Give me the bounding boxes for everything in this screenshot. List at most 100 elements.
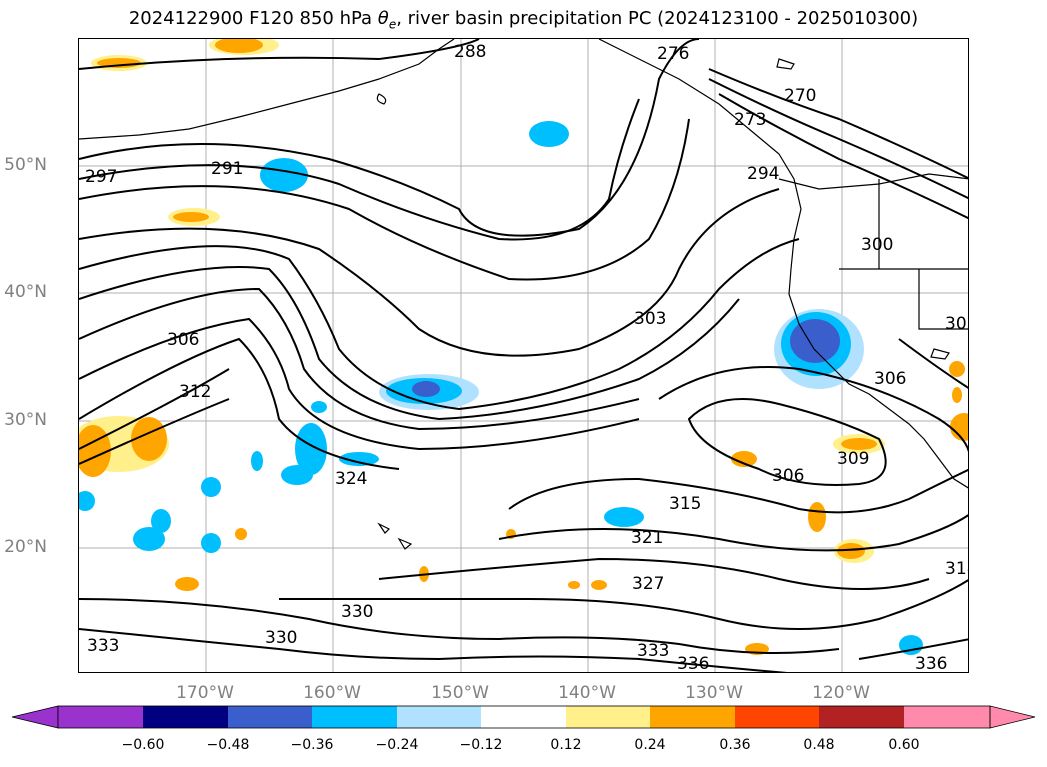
precip-blob — [201, 477, 221, 497]
lon-label-160w: 160°W — [303, 683, 361, 703]
lat-label-30n: 30°N — [4, 410, 47, 430]
contour-label: 306 — [874, 369, 906, 389]
contour-line — [508, 468, 968, 514]
precip-blob — [201, 533, 221, 553]
contour-line — [79, 238, 800, 411]
colorbar-swatch — [566, 706, 650, 728]
contour-line — [79, 628, 788, 672]
precip-blob — [133, 527, 165, 551]
contour-line — [79, 368, 230, 450]
colorbar-tick-label: −0.12 — [459, 737, 503, 753]
contour-label: 306 — [772, 466, 804, 486]
contour-line — [279, 579, 968, 630]
contour-label: 327 — [632, 574, 664, 594]
contour-line — [79, 287, 640, 431]
contour-line — [708, 78, 968, 200]
state-borders — [839, 179, 968, 330]
contour-line — [79, 188, 780, 357]
contour-line — [79, 398, 230, 465]
precip-blob — [412, 381, 440, 397]
colorbar-swatch — [228, 706, 312, 728]
contour-label: 333 — [637, 641, 669, 661]
contour-line — [79, 39, 480, 70]
colorbar-swatch — [904, 706, 990, 728]
contour-line — [79, 598, 840, 654]
precip-blob — [295, 423, 327, 475]
precip-blob — [952, 387, 962, 403]
precip-blob — [260, 158, 308, 192]
contour-line — [79, 317, 640, 451]
theta-e-contours — [79, 39, 968, 672]
lat-label-20n: 20°N — [4, 537, 47, 557]
colorbar-tick-label: 0.60 — [888, 737, 920, 753]
precip-blob — [251, 451, 263, 471]
lon-label-120w: 120°W — [812, 683, 870, 703]
contour-line — [687, 398, 887, 486]
graticule — [79, 39, 968, 672]
contour-label: 318 — [945, 559, 969, 579]
precip-blob — [568, 581, 580, 589]
contour-label: 288 — [454, 42, 486, 62]
contour-label: 330 — [341, 602, 373, 622]
contour-line — [79, 98, 640, 241]
map-canvas: 288 276 270 273 294 291 297 300 303 306 … — [79, 39, 969, 673]
lon-label-170w: 170°W — [176, 683, 234, 703]
contour-label: 333 — [87, 636, 119, 656]
coastline-aleutians — [79, 39, 455, 140]
colorbar-outline — [57, 705, 991, 729]
border-canada-us — [778, 173, 968, 190]
contour-label: 309 — [837, 449, 869, 469]
colorbar-swatch — [143, 706, 228, 728]
contour-label: 330 — [265, 628, 297, 648]
hawaii-islands — [377, 522, 413, 550]
contour-label: 276 — [657, 44, 689, 64]
precip-blob — [79, 491, 95, 511]
colorbar-swatch — [481, 706, 566, 728]
contour-line — [658, 366, 968, 453]
precip-blob — [311, 401, 327, 413]
precip-blob — [151, 509, 171, 533]
precip-blob — [808, 502, 826, 532]
lon-label-150w: 150°W — [431, 683, 489, 703]
contour-label: 336 — [915, 654, 947, 673]
colorbar-swatch — [312, 706, 397, 728]
colorbar-swatch — [819, 706, 904, 728]
colorbar-tick-label: −0.36 — [290, 737, 334, 753]
contour-label: 300 — [861, 235, 893, 255]
precip-blob — [841, 438, 877, 450]
colorbar-swatch — [58, 706, 143, 728]
figure-title: 2024122900 F120 850 hPa θe, river basin … — [128, 8, 919, 32]
contour-line — [79, 118, 690, 281]
contour-line — [79, 266, 740, 421]
contour-label: 297 — [85, 167, 117, 187]
contour-line — [378, 557, 930, 590]
coastline-north-america — [598, 39, 968, 489]
colorbar-swatch — [650, 706, 735, 728]
colorbar — [11, 705, 1036, 729]
contour-line — [898, 338, 968, 389]
contour-label: 324 — [335, 469, 367, 489]
precip-blob — [731, 451, 757, 467]
contour-line — [718, 93, 968, 220]
contour-label: 312 — [179, 382, 211, 402]
precip-blob — [529, 121, 569, 147]
contour-line — [708, 68, 968, 180]
contour-label-group: 288 276 270 273 294 291 297 300 303 306 … — [85, 42, 969, 673]
contour-label: 303 — [634, 309, 666, 329]
map-panel: 288 276 270 273 294 291 297 300 303 306 … — [78, 38, 969, 673]
contour-line — [79, 337, 400, 470]
contour-label: 315 — [669, 494, 701, 514]
colorbar-tick-label: 0.48 — [803, 737, 835, 753]
precip-blob — [339, 452, 379, 466]
precip-blob — [950, 413, 968, 441]
colorbar-tick-label: −0.24 — [375, 737, 419, 753]
lon-label-130w: 130°W — [685, 683, 743, 703]
precip-blob — [899, 635, 923, 655]
precip-blob — [173, 212, 209, 222]
contour-line — [498, 514, 968, 552]
precip-blob — [591, 580, 607, 590]
contour-label: 270 — [784, 86, 816, 106]
precip-blob — [281, 465, 313, 485]
island — [776, 58, 795, 70]
coastlines — [79, 39, 968, 550]
